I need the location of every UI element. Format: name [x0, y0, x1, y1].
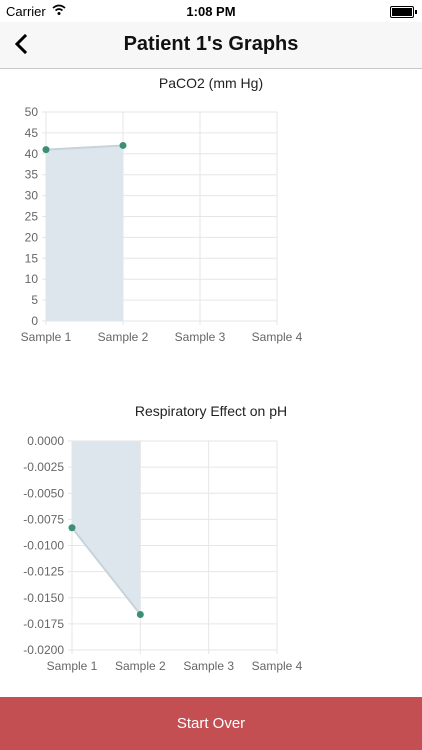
y-tick-label: 40 [25, 147, 39, 161]
chart-title-paco2: PaCO2 (mm Hg) [158, 75, 264, 91]
x-tick-label: Sample 4 [252, 330, 303, 344]
chart-title-ph: Respiratory Effect on pH [134, 403, 288, 419]
x-tick-label: Sample 4 [252, 659, 303, 673]
series-area [72, 441, 141, 615]
y-tick-label: -0.0200 [23, 643, 64, 657]
y-tick-label: 30 [25, 189, 39, 203]
x-tick-label: Sample 3 [183, 659, 234, 673]
paco2-chart: 0 5 10 15 20 25 30 35 40 45 50 Sample 1 Sample 2 Samp… [21, 105, 303, 344]
clock-time: 1:08 PM [186, 4, 236, 19]
y-tick-label: -0.0025 [23, 460, 64, 474]
wifi-icon [52, 4, 66, 19]
y-tick-label: 0.0000 [27, 434, 64, 448]
back-button[interactable] [10, 32, 34, 56]
x-tick-label: Sample 3 [175, 330, 226, 344]
x-tick-label: Sample 1 [21, 330, 72, 344]
ph-chart: -0.0200 -0.0175 -0.0150 -0.0125 -0.0100 -0.00… [23, 434, 303, 673]
battery-icon [390, 6, 417, 18]
y-tick-label: 35 [25, 168, 39, 182]
y-tick-label: -0.0075 [23, 512, 64, 526]
chevron-left-icon [14, 33, 28, 55]
y-tick-label: 10 [25, 272, 39, 286]
page-title: Patient 1's Graphs [123, 33, 299, 55]
x-tick-label: Sample 2 [98, 330, 149, 344]
series-line [45, 144, 124, 151]
y-tick-label: 45 [25, 126, 39, 140]
y-tick-label: 25 [25, 210, 39, 224]
y-tick-label: -0.0125 [23, 565, 64, 579]
y-tick-label: -0.0175 [23, 617, 64, 631]
y-tick-label: 50 [25, 105, 39, 119]
y-tick-label: 5 [31, 293, 38, 307]
y-tick-label: 15 [25, 251, 39, 265]
y-tick-label: 20 [25, 230, 39, 244]
data-point [119, 141, 127, 149]
y-tick-label: -0.0150 [23, 591, 64, 605]
data-point [42, 146, 50, 154]
start-over-button[interactable]: Start Over [0, 697, 422, 750]
y-tick-label: -0.0100 [23, 539, 64, 553]
status-bar: Carrier 1:08 PM [0, 0, 422, 22]
x-tick-label: Sample 1 [47, 659, 98, 673]
series-area [46, 145, 123, 321]
y-tick-label: 0 [31, 314, 38, 328]
navigation-bar: Patient 1's Graphs [0, 22, 422, 69]
y-tick-label: -0.0050 [23, 486, 64, 500]
x-tick-label: Sample 2 [115, 659, 166, 673]
data-point [68, 524, 76, 532]
series-line [71, 527, 142, 616]
data-point [136, 610, 144, 618]
carrier-label: Carrier [6, 4, 46, 19]
